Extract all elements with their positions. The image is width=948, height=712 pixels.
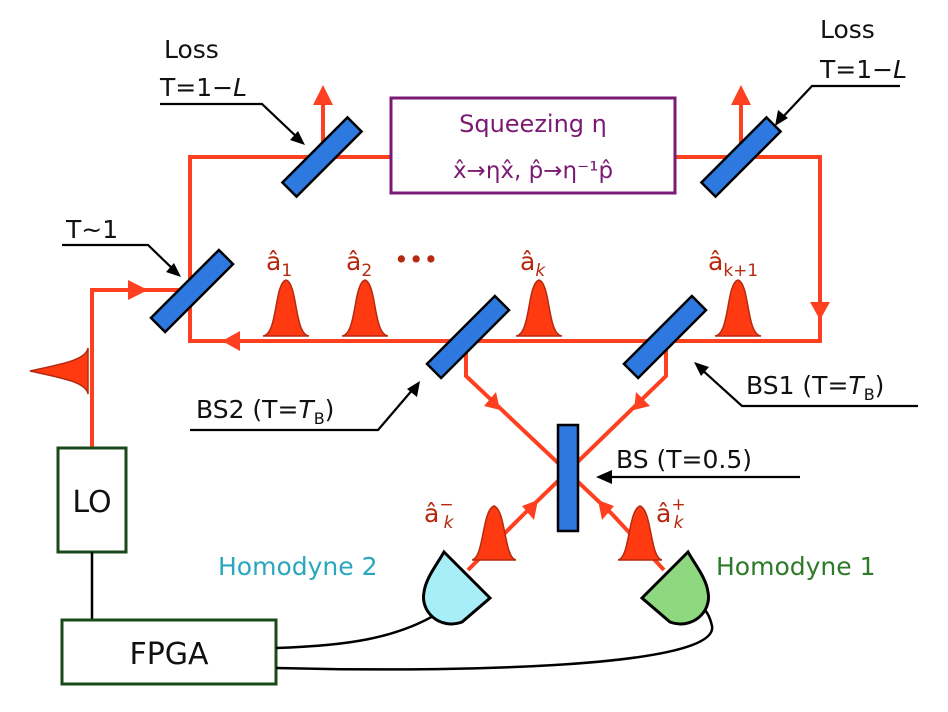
pulse-a1 [262,279,310,337]
bs-half-mirror [556,423,580,533]
loss-right-pointer [779,84,900,121]
bs2-output-beam [464,341,614,516]
loss-left-mirror [280,115,364,199]
bs2-label: BS2 (T=TB) [196,395,334,428]
hd1-arrow [598,500,614,520]
detector-cables [275,602,714,671]
homodyne-1-label: Homodyne 1 [716,552,876,581]
homodyne-1-body [639,549,710,626]
loop-left-arrow [222,331,240,351]
bs-half-label: BS (T=0.5) [616,445,752,474]
bs1-label: BS1 (T=TB) [746,371,884,404]
bs1-mirror [622,294,708,380]
hd2-arrow [522,500,538,520]
bs1-out-arrow [634,392,650,410]
mode-labels: â1 â2 ••• âk âk+1 â− k â+ k [266,245,758,533]
t-approx-label: T~1 [65,215,118,244]
bs1-pointer-head [694,362,709,376]
t-approx-1-mirror [149,248,235,334]
fpga-box-frame [60,618,278,686]
mode-a1-label: â1 [266,247,292,281]
mode-ak-plus-label: â+ k [656,495,686,533]
fpga-label: FPGA [129,637,209,672]
loss-right-transmission: T=1−L [819,55,907,84]
loss-left-arrow [313,85,333,105]
mode-ak-label: âk [520,247,546,281]
pulse-ak-minus [471,505,517,561]
loss-left-title: Loss [164,35,219,64]
bs2-mirror [425,294,511,380]
loss-left-pointer-head [290,131,305,145]
bs2-pointer [190,387,415,432]
homodyne-2-body [422,549,493,626]
loss-right-mirror [699,115,783,199]
squeezing-transform: x̂→ηx̂, p̂→η⁻¹p̂ [453,158,613,184]
lo-input-beam [90,288,192,448]
lo-box: LO [56,446,128,554]
loop-down-arrow [810,302,830,320]
pulse-ak1 [714,279,762,337]
loss-right-pointer-head [775,110,788,126]
bs1-pointer [699,367,918,408]
homodyne-1-detector: Homodyne 1 [639,549,876,626]
pulse-lo [29,347,89,395]
loss-right-arrow [731,85,751,105]
fpga-box: FPGA [60,618,278,686]
mode-ellipsis: ••• [394,245,438,274]
bs2-pointer-head [407,381,420,397]
mode-ak1-label: âk+1 [708,247,758,281]
pulse-a2 [341,279,389,337]
squeezing-box: Squeezing η x̂→ηx̂, p̂→η⁻¹p̂ [389,96,677,195]
squeezing-title: Squeezing η [459,110,607,138]
loss-left-pointer [160,102,301,141]
lo-box-frame [56,446,128,554]
mode-ak-minus-label: â− k [424,495,455,533]
loss-left-transmission: T=1−L [159,73,247,102]
lo-label: LO [72,485,111,520]
bs-half-pointer-head [596,470,612,484]
pulses [29,279,762,561]
labels: Loss T=1−L Loss T=1−L T~1 BS2 (T=TB) BS1… [65,15,907,474]
pulse-ak-plus [617,505,663,561]
loss-right-title: Loss [820,15,875,44]
bs2-out-arrow [484,392,500,410]
t-approx-pointer-head [166,263,181,277]
squeezing-box-frame [389,96,677,195]
pointer-lines [62,84,918,484]
homodyne-1-cable [275,602,714,671]
homodyne-2-cable [275,606,447,650]
mode-a2-label: â2 [346,247,372,281]
homodyne-2-label: Homodyne 2 [218,552,378,581]
beam-arrows [128,85,830,520]
mirrors [149,115,783,533]
pulse-ak [515,279,563,337]
homodyne-2-detector: Homodyne 2 [218,549,493,626]
t-approx-pointer [62,243,177,273]
loop-beam [188,155,822,343]
lo-input-arrow [128,280,148,300]
